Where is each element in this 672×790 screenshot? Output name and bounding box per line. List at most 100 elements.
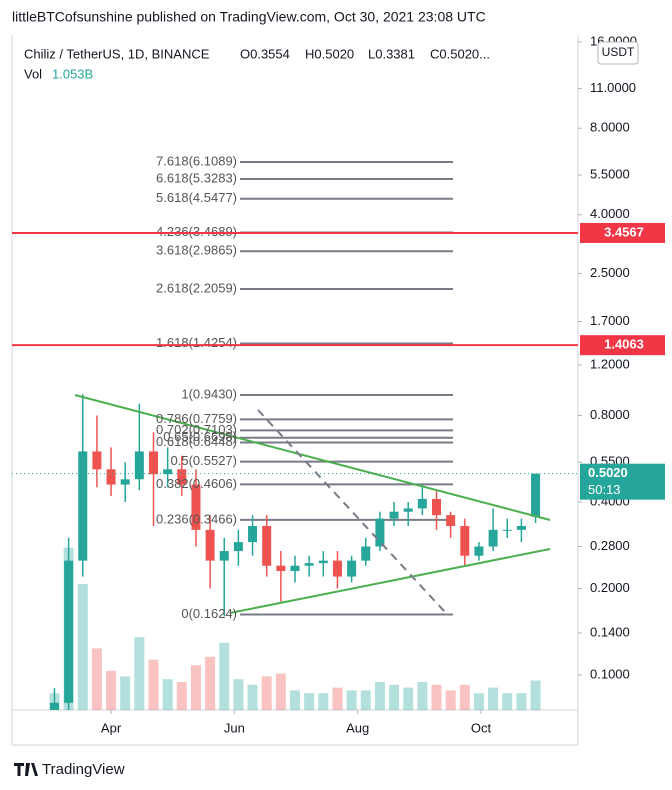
candle-body bbox=[375, 518, 385, 547]
price-tag-label: 3.4567 bbox=[604, 224, 644, 239]
volume-bar bbox=[162, 679, 173, 710]
candle-body bbox=[361, 546, 371, 561]
candle-body bbox=[531, 473, 541, 517]
volume-bar bbox=[134, 637, 145, 710]
fib-trend bbox=[257, 409, 446, 613]
candle-body bbox=[205, 529, 215, 561]
fib-label: 0.382(0.4606) bbox=[156, 476, 237, 491]
volume-bar bbox=[417, 682, 428, 710]
volume-bar bbox=[332, 687, 343, 710]
legend-close: C0.5020... bbox=[430, 46, 490, 61]
candle-body bbox=[516, 526, 526, 530]
y-tick-label: 0.1000 bbox=[590, 666, 630, 681]
volume-bar bbox=[445, 690, 456, 710]
candle-body bbox=[403, 508, 413, 512]
candle-body bbox=[347, 560, 357, 577]
volume-bar bbox=[290, 690, 300, 710]
publisher: littleBTCofsunshine published on Trading… bbox=[12, 9, 486, 25]
fib-label: 0.786(0.7759) bbox=[156, 411, 237, 426]
x-tick-label: Jun bbox=[224, 720, 245, 735]
volume-bar bbox=[530, 680, 541, 710]
candle-body bbox=[78, 451, 88, 561]
candle-body bbox=[106, 469, 116, 485]
candle-body bbox=[191, 484, 201, 530]
fib-label: 5.618(4.5477) bbox=[156, 190, 237, 205]
fib-label: 1.618(1.4254) bbox=[156, 335, 237, 350]
candle-body bbox=[163, 469, 173, 475]
candle-body bbox=[389, 511, 399, 519]
volume-bar bbox=[304, 693, 315, 710]
fib-label: 6.618(5.3283) bbox=[156, 170, 237, 185]
volume-label: Vol bbox=[24, 66, 42, 81]
volume-bar bbox=[516, 693, 527, 710]
x-tick-label: Aug bbox=[346, 720, 369, 735]
volume-bar bbox=[148, 659, 159, 710]
candle-body bbox=[219, 551, 229, 561]
candle-body bbox=[502, 529, 512, 531]
y-tick-label: 8.0000 bbox=[590, 120, 630, 135]
logo-icon bbox=[14, 763, 38, 776]
volume-bar bbox=[176, 682, 187, 710]
legend-high: H0.5020 bbox=[305, 46, 354, 61]
candle-body bbox=[417, 498, 427, 509]
y-tick-label: 0.8000 bbox=[590, 407, 630, 422]
volume-bar bbox=[488, 687, 499, 710]
volume-bar bbox=[247, 684, 258, 710]
price-tag-label: 1.4063 bbox=[604, 337, 644, 352]
candle-body bbox=[446, 515, 456, 527]
volume-bar bbox=[360, 690, 371, 710]
fib-label: 7.618(6.1089) bbox=[156, 153, 237, 168]
fib-label: 0(0.1624) bbox=[181, 606, 237, 621]
volume-value: 1.053B bbox=[52, 66, 93, 81]
fib-label: 0.702(0.7103) bbox=[156, 422, 237, 437]
volume-bar bbox=[389, 684, 400, 710]
fib-label: 0.65(0.6698) bbox=[163, 429, 237, 444]
candle-body bbox=[488, 529, 498, 547]
volume-bar bbox=[77, 584, 88, 710]
fib-label: 3.618(2.9865) bbox=[156, 243, 237, 258]
volume-bar bbox=[205, 656, 216, 710]
price-tag bbox=[580, 335, 665, 356]
y-tick-label: 1.7000 bbox=[590, 313, 630, 328]
candle-body bbox=[134, 451, 144, 480]
candle-body bbox=[332, 560, 342, 577]
candle-body bbox=[248, 526, 258, 543]
candle-body bbox=[474, 546, 484, 556]
countdown: 50:13 bbox=[588, 482, 621, 497]
legend-low: L0.3381 bbox=[368, 46, 415, 61]
volume-bar bbox=[190, 665, 201, 710]
fib-label: 2.618(2.2059) bbox=[156, 280, 237, 295]
y-tick-label: 4.0000 bbox=[590, 206, 630, 221]
candle-body bbox=[262, 526, 272, 566]
volume-bar bbox=[459, 684, 470, 710]
fib-label: 0.618(0.6448) bbox=[156, 434, 237, 449]
trendline-lower bbox=[229, 548, 551, 614]
overlay bbox=[74, 394, 551, 614]
volume-bar bbox=[233, 679, 244, 710]
volume-bar bbox=[374, 682, 385, 710]
volume-bar bbox=[346, 690, 357, 710]
candle-body bbox=[460, 526, 470, 556]
volume-bar bbox=[431, 684, 442, 710]
candle-body bbox=[432, 498, 441, 516]
y-tick-label: 1.2000 bbox=[590, 356, 630, 371]
candle-body bbox=[92, 451, 102, 470]
candle-body bbox=[177, 469, 187, 485]
fib-label: 0.5(0.5527) bbox=[171, 453, 238, 468]
volume-bar bbox=[502, 693, 513, 710]
volume-bar bbox=[219, 642, 230, 710]
fib-label: 0.236(0.3466) bbox=[156, 511, 237, 526]
volume-bar bbox=[318, 693, 329, 710]
volume-bar bbox=[91, 648, 102, 710]
candle-body bbox=[276, 565, 286, 572]
last-price-label: 0.5020 bbox=[588, 465, 628, 480]
candle-body bbox=[149, 451, 158, 475]
last-price-tag bbox=[580, 463, 665, 500]
x-tick-label: Apr bbox=[101, 720, 122, 735]
x-tick-label: Oct bbox=[471, 720, 492, 735]
candle-body bbox=[120, 479, 130, 485]
candle-body bbox=[304, 563, 314, 566]
currency-box bbox=[597, 41, 639, 65]
price-tag bbox=[580, 222, 665, 243]
